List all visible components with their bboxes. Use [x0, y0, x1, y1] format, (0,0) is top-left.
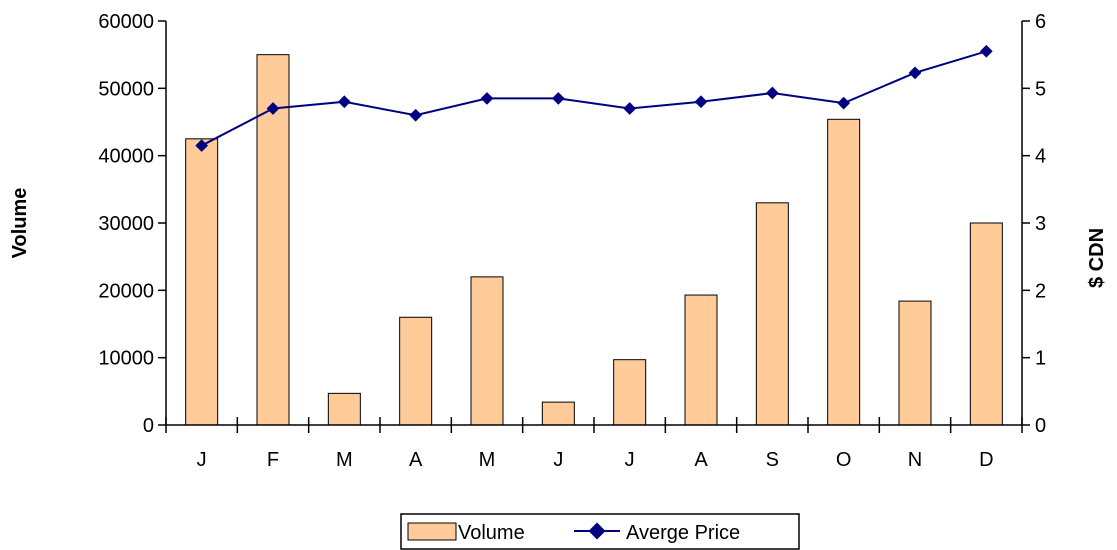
y2-tick-label: 3: [1035, 213, 1046, 235]
volume-bar: [470, 276, 504, 426]
volume-bar: [969, 222, 1003, 426]
price-marker: [908, 66, 922, 80]
y-tick-label: 40000: [98, 146, 154, 168]
price-marker: [266, 102, 280, 115]
y2-tick-label: 4: [1035, 146, 1046, 168]
volume-bar: [613, 359, 647, 426]
x-tick-label: O: [836, 449, 852, 471]
price-marker: [837, 96, 851, 110]
axes-layer: 0 10000 20000 30000 40000 50000 60000 0 1 2 3 4 5 6 J F…: [98, 11, 1046, 471]
x-tick-label: A: [409, 449, 423, 471]
x-tick-label: J: [197, 449, 207, 471]
price-marker: [694, 95, 708, 109]
volume-bar: [827, 118, 861, 426]
price-marker: [979, 44, 993, 58]
price-marker: [765, 86, 779, 100]
legend: Volume Averge Price: [400, 513, 800, 550]
x-tick-label: J: [553, 449, 563, 471]
x-tick-label: M: [479, 449, 496, 471]
x-tick-label: M: [336, 449, 353, 471]
x-tick-label: S: [766, 449, 779, 471]
price-line-layer: [195, 44, 993, 152]
price-marker: [480, 92, 494, 105]
y2-tick-label: 0: [1035, 415, 1046, 437]
y-axis-title: Volume: [9, 188, 31, 259]
y-tick-label: 10000: [98, 348, 154, 370]
volume-bar: [541, 401, 575, 426]
y-tick-label: 20000: [98, 280, 154, 302]
volume-bar: [755, 202, 789, 426]
price-marker: [337, 95, 351, 109]
price-marker: [623, 102, 637, 115]
y2-axis-title: $ CDN: [1086, 228, 1108, 288]
price-marker: [551, 92, 565, 105]
y-tick-label: 60000: [98, 11, 154, 33]
legend-volume-label: Volume: [458, 522, 525, 544]
volume-bar: [327, 392, 361, 426]
x-tick-label: F: [267, 449, 279, 471]
y-tick-label: 50000: [98, 78, 154, 100]
y2-tick-label: 1: [1035, 348, 1046, 370]
x-tick-label: N: [908, 449, 922, 471]
volume-bar: [898, 300, 932, 426]
x-tick-label: A: [694, 449, 708, 471]
price-line: [201, 50, 987, 147]
volume-bar: [256, 54, 290, 426]
legend-price-marker: [588, 522, 606, 540]
y2-tick-label: 5: [1035, 78, 1046, 100]
legend-volume-swatch: [407, 522, 457, 541]
volume-bar: [185, 138, 219, 426]
price-marker: [195, 139, 209, 152]
y-tick-label: 30000: [98, 213, 154, 235]
volume-bar: [399, 316, 433, 426]
volume-bar: [684, 294, 718, 426]
bars-layer: [185, 54, 1003, 426]
x-tick-label: D: [979, 449, 993, 471]
y2-tick-label: 6: [1035, 11, 1046, 33]
y-tick-label: 0: [143, 415, 154, 437]
price-marker: [409, 108, 423, 122]
y2-tick-label: 2: [1035, 280, 1046, 302]
x-tick-label: J: [625, 449, 635, 471]
legend-price-label: Averge Price: [626, 522, 740, 544]
